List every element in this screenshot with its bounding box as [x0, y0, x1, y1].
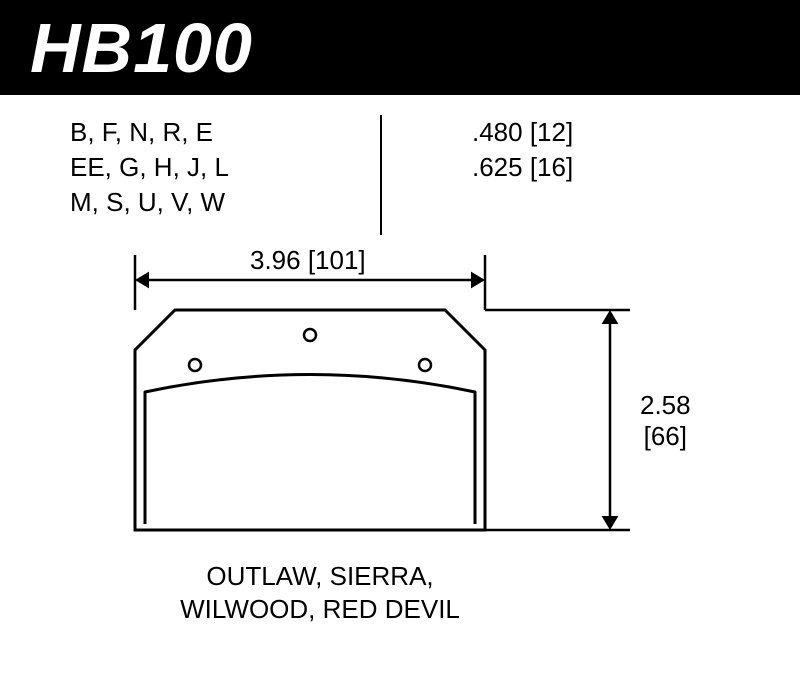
- thickness-line: .625 [16]: [472, 150, 573, 185]
- width-dimension-label: 3.96 [101]: [250, 245, 366, 276]
- header-bar: HB100: [0, 0, 800, 95]
- fitment-line: WILWOOD, RED DEVIL: [180, 594, 460, 624]
- compounds-line: EE, G, H, J, L: [70, 150, 330, 185]
- compounds-line: M, S, U, V, W: [70, 185, 330, 220]
- part-number-title: HB100: [30, 8, 253, 88]
- height-dim-mm: [66]: [644, 421, 687, 451]
- diagram-area: 3.96 [101] 2.58 [66] OUTLAW, SIERRA, WIL…: [0, 250, 800, 670]
- vertical-divider: [380, 115, 382, 235]
- height-dim-value: 2.58: [640, 390, 691, 420]
- height-dimension-label: 2.58 [66]: [640, 390, 691, 452]
- compounds-list: B, F, N, R, E EE, G, H, J, L M, S, U, V,…: [70, 115, 330, 220]
- fitment-label: OUTLAW, SIERRA, WILWOOD, RED DEVIL: [95, 560, 545, 625]
- thickness-line: .480 [12]: [472, 115, 573, 150]
- info-row: B, F, N, R, E EE, G, H, J, L M, S, U, V,…: [0, 95, 800, 245]
- compounds-line: B, F, N, R, E: [70, 115, 330, 150]
- thickness-list: .480 [12] .625 [16]: [472, 115, 573, 185]
- fitment-line: OUTLAW, SIERRA,: [206, 561, 433, 591]
